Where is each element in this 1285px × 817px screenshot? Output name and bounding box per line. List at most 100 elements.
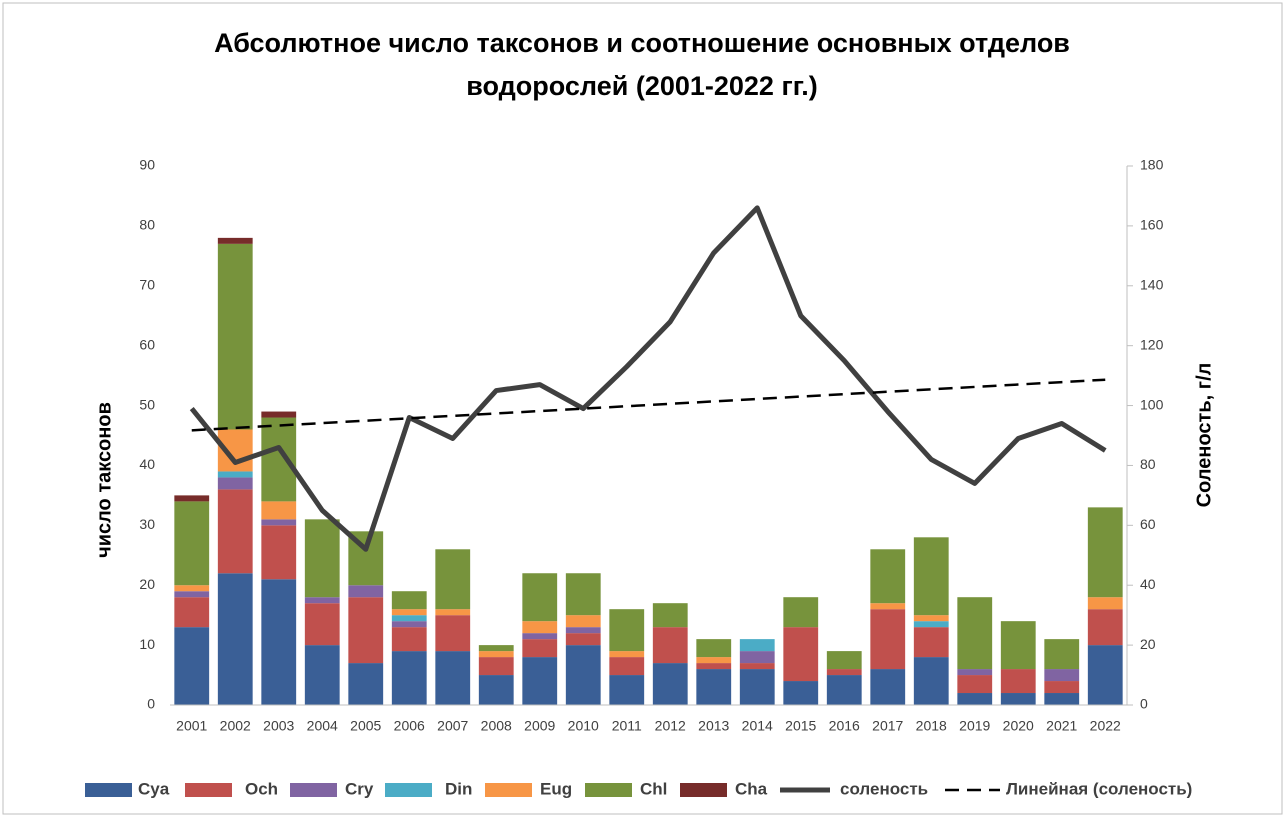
bar-segment xyxy=(348,585,384,598)
legend-label: Cya xyxy=(138,779,170,798)
x-tick-label: 2015 xyxy=(785,718,816,734)
bar-segment xyxy=(1044,693,1080,705)
y-tick-label: 10 xyxy=(139,636,155,652)
bar-segment xyxy=(652,663,688,705)
bar-segment xyxy=(1087,645,1123,705)
bar-segment xyxy=(174,585,210,592)
bar-segment xyxy=(913,657,949,705)
bar-segment xyxy=(391,627,427,652)
x-tick-label: 2017 xyxy=(872,718,903,734)
bar-segment xyxy=(739,651,775,664)
x-tick-label: 2022 xyxy=(1090,718,1121,734)
bar-segment xyxy=(174,591,210,598)
bar-segment xyxy=(565,573,601,616)
legend-swatch xyxy=(680,783,727,797)
legend-label: Eug xyxy=(540,779,572,798)
bar-segment xyxy=(478,651,514,658)
bar-segment xyxy=(870,669,906,705)
bar-segment xyxy=(304,603,340,646)
legend-swatch xyxy=(185,783,232,797)
bar-segment xyxy=(696,657,732,664)
bar-segment xyxy=(783,597,819,628)
x-tick-label: 2010 xyxy=(568,718,599,734)
chart-title: водорослей (2001-2022 гг.) xyxy=(466,71,817,101)
bar-segment xyxy=(565,645,601,705)
x-tick-label: 2021 xyxy=(1046,718,1077,734)
bar-segment xyxy=(913,615,949,622)
y2-tick-label: 180 xyxy=(1140,157,1164,173)
bar-segment xyxy=(696,639,732,658)
x-tick-label: 2005 xyxy=(350,718,381,734)
bar-segment xyxy=(174,495,210,502)
bar-segment xyxy=(913,621,949,628)
x-tick-label: 2016 xyxy=(829,718,860,734)
y-tick-label: 60 xyxy=(139,336,155,352)
x-tick-label: 2013 xyxy=(698,718,729,734)
bar-segment xyxy=(435,549,471,610)
bar-segment xyxy=(348,597,384,664)
x-tick-label: 2019 xyxy=(959,718,990,734)
bar-segment xyxy=(304,519,340,598)
bar-segment xyxy=(739,663,775,670)
legend-label: Cha xyxy=(735,779,768,798)
bar-segment xyxy=(870,549,906,604)
legend-label: Och xyxy=(245,779,278,798)
bar-segment xyxy=(391,621,427,628)
x-tick-label: 2007 xyxy=(437,718,468,734)
bar-segment xyxy=(391,651,427,705)
y-tick-label: 80 xyxy=(139,217,155,233)
bar-segment xyxy=(565,627,601,634)
bar-segment xyxy=(261,579,297,705)
line-series xyxy=(189,205,1107,552)
x-tick-label: 2004 xyxy=(307,718,338,734)
legend-swatch xyxy=(485,783,532,797)
x-tick-label: 2009 xyxy=(524,718,555,734)
bar-segment xyxy=(217,477,253,490)
bar-segment xyxy=(609,609,645,652)
legend-swatch xyxy=(385,783,432,797)
bar-segment xyxy=(739,639,775,652)
bar-segment xyxy=(261,501,297,520)
bar-segment xyxy=(348,663,384,705)
bar-segment xyxy=(957,693,993,705)
bar-segment xyxy=(435,615,471,652)
x-tick-label: 2011 xyxy=(612,718,642,734)
x-tick-label: 2002 xyxy=(220,718,251,734)
x-tick-label: 2014 xyxy=(742,718,773,734)
y2-tick-label: 60 xyxy=(1140,516,1156,532)
legend-label: Din xyxy=(445,779,472,798)
legend-swatch xyxy=(585,783,632,797)
bar-segment xyxy=(435,651,471,705)
y-tick-label: 50 xyxy=(139,396,155,412)
bar-segment xyxy=(783,681,819,705)
bar-segment xyxy=(1000,693,1036,705)
bar-segment xyxy=(826,669,862,676)
y2-tick-label: 100 xyxy=(1140,396,1164,412)
legend-label: Cry xyxy=(345,779,374,798)
y-tick-label: 0 xyxy=(147,696,155,712)
bar-segment xyxy=(1044,681,1080,694)
x-tick-label: 2006 xyxy=(394,718,425,734)
bar-segment xyxy=(565,615,601,628)
bar-segment xyxy=(261,411,297,418)
y2-axis-title: Соленость, г/л xyxy=(1193,363,1215,508)
y-tick-label: 90 xyxy=(139,157,155,173)
bar-segment xyxy=(522,573,558,622)
bar-segment xyxy=(1087,597,1123,610)
bar-segment xyxy=(522,621,558,634)
bar-segment xyxy=(435,609,471,616)
bar-segment xyxy=(478,645,514,652)
bar-segment xyxy=(913,627,949,658)
bar-segment xyxy=(1087,609,1123,646)
bar-segment xyxy=(609,657,645,676)
legend-label: соленость xyxy=(840,779,928,798)
x-tick-label: 2012 xyxy=(655,718,686,734)
y2-tick-label: 20 xyxy=(1140,636,1156,652)
bar-segment xyxy=(217,489,253,574)
bar-segment xyxy=(174,627,210,705)
bar-segment xyxy=(217,471,253,478)
bar-segment xyxy=(1000,621,1036,670)
y-tick-label: 20 xyxy=(139,576,155,592)
bar-segment xyxy=(478,675,514,705)
